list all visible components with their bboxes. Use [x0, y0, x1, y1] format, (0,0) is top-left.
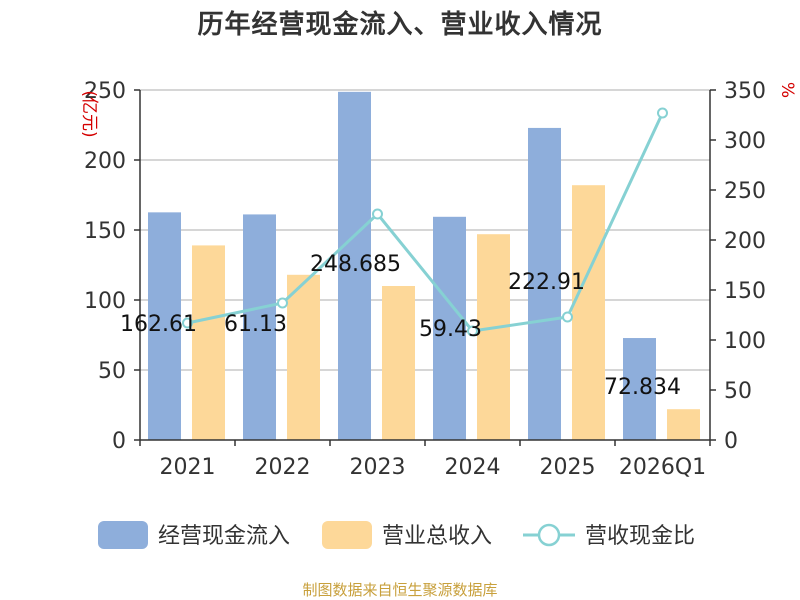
revenue-bar-2022 [287, 274, 320, 440]
left-tick-label: 200 [84, 149, 126, 174]
ratio-point-2021 [182, 317, 193, 329]
right-tick-label: 300 [724, 129, 766, 154]
left-tick-label: 250 [84, 79, 126, 104]
x-tick-label: 2022 [255, 455, 311, 480]
ratio-point-2024 [467, 325, 478, 337]
x-tick-label: 2025 [540, 455, 596, 480]
axes: 0 50 100 150 200 250 0 50 100 150 200 250 300 350 2021… [79, 79, 797, 480]
cash-inflow-bar-2023 [338, 91, 371, 440]
legend-label-cash-inflow: 经营现金流入 [158, 524, 290, 549]
ratio-point-2023 [372, 208, 383, 220]
right-tick-label: 100 [724, 329, 766, 354]
data-label-2021: 162.61 [120, 312, 197, 337]
data-label-2026Q1: 72.834 [604, 375, 681, 400]
cash-inflow-bar-2022 [243, 214, 276, 440]
left-tick-label: 50 [98, 359, 126, 384]
legend-label-ratio: 营收现金比 [585, 524, 695, 549]
right-tick-label: 0 [724, 429, 738, 454]
revenue-bar-2023 [382, 286, 415, 440]
left-tick-label: 100 [84, 289, 126, 314]
right-tick-label: 250 [724, 179, 766, 204]
revenue-bar-2026Q1 [667, 409, 700, 440]
gridlines [140, 89, 710, 371]
revenue-bar-2024 [477, 234, 510, 440]
revenue-bar-2021 [192, 245, 225, 440]
left-axis-unit: (亿元) [79, 90, 99, 137]
cash-inflow-bar-2026Q1 [623, 338, 656, 440]
x-tick-label: 2023 [350, 455, 406, 480]
data-labels: 162.61 61.13 248.685 59.43 222.91 72.834 [120, 252, 681, 400]
right-tick-label: 50 [724, 379, 752, 404]
legend-label-revenue: 营业总收入 [382, 524, 492, 549]
right-axis-unit: % [777, 82, 797, 98]
right-tick-label: 150 [724, 279, 766, 304]
cash-inflow-bar-2025 [528, 127, 561, 441]
data-label-2022: 61.13 [224, 312, 287, 337]
left-tick-label: 150 [84, 219, 126, 244]
x-tick-label: 2026Q1 [619, 455, 706, 480]
ratio-point-2026Q1 [657, 107, 668, 119]
ratio-point-2022 [277, 297, 288, 309]
right-tick-label: 200 [724, 229, 766, 254]
legend-swatch-cash-inflow [98, 521, 148, 549]
bars [148, 91, 700, 441]
ratio-polyline [187, 112, 664, 333]
source-note: 制图数据来自恒生聚源数据库 [302, 581, 498, 599]
chart-title: 历年经营现金流入、营业收入情况 [197, 10, 603, 40]
x-tick-label: 2024 [445, 455, 501, 480]
legend-swatch-revenue [322, 521, 372, 549]
revenue-bar-2025 [572, 185, 605, 440]
x-tick-label: 2021 [160, 455, 216, 480]
data-label-2025: 222.91 [508, 270, 585, 295]
left-tick-label: 0 [112, 429, 126, 454]
right-tick-label: 350 [724, 79, 766, 104]
data-label-2023: 248.685 [310, 252, 401, 277]
cash-inflow-bar-2024 [433, 216, 466, 440]
legend-marker-ratio [537, 523, 561, 547]
legend: 经营现金流入 营业总收入 营收现金比 [98, 521, 695, 549]
cash-inflow-bar-2021 [148, 212, 181, 440]
ratio-line [182, 107, 668, 337]
data-label-2024: 59.43 [419, 317, 482, 342]
ratio-point-2025 [562, 311, 573, 323]
